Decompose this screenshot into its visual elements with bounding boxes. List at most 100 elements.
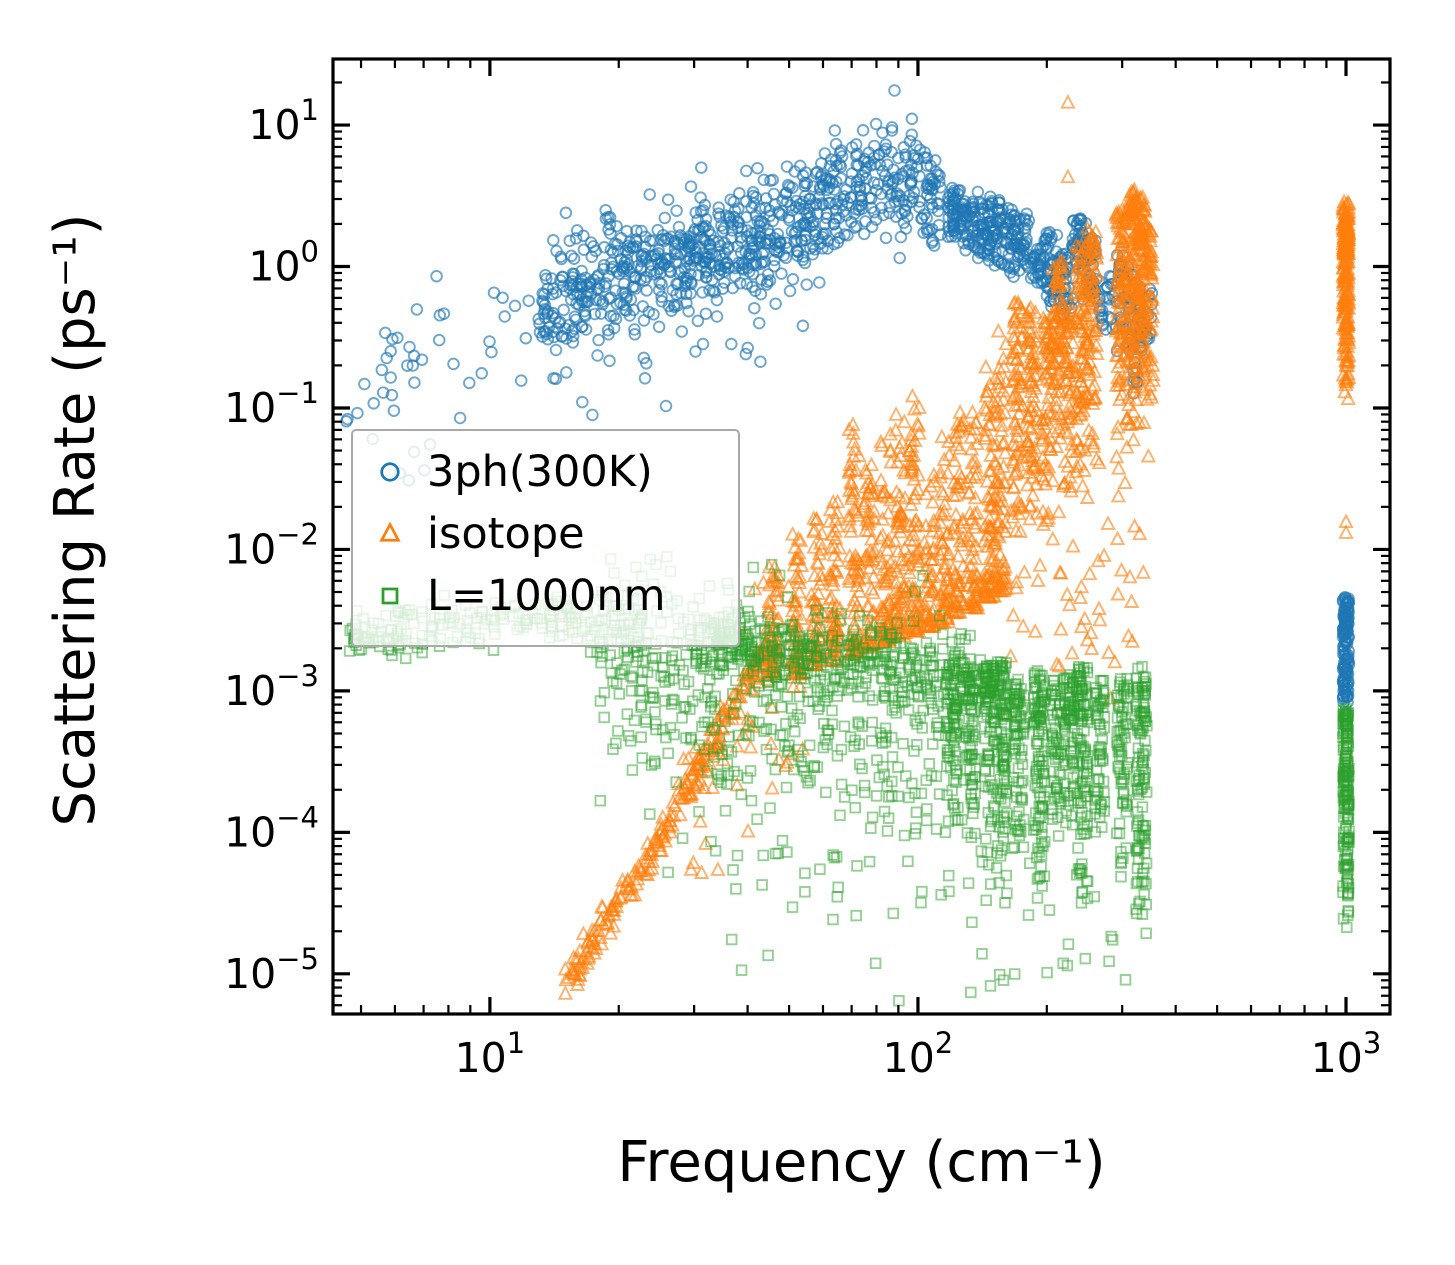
data-point xyxy=(613,688,626,700)
data-point xyxy=(485,345,498,359)
data-point xyxy=(709,845,722,857)
data-point xyxy=(741,341,754,355)
data-point xyxy=(858,779,871,792)
data-point xyxy=(991,323,1006,338)
data-point xyxy=(796,319,810,333)
data-point xyxy=(612,725,624,737)
data-point xyxy=(1030,573,1046,587)
data-point xyxy=(800,278,813,291)
data-point xyxy=(916,885,928,898)
data-point xyxy=(430,269,443,283)
data-point xyxy=(1136,565,1151,579)
data-point xyxy=(870,790,883,802)
data-point xyxy=(670,204,683,217)
data-point xyxy=(866,716,878,729)
data-point xyxy=(920,814,933,827)
data-point xyxy=(658,211,672,225)
data-point xyxy=(1074,579,1089,594)
data-point xyxy=(432,333,446,347)
data-point xyxy=(810,555,825,569)
data-point xyxy=(856,124,870,137)
data-point xyxy=(971,185,985,199)
data-point xyxy=(1028,624,1043,638)
data-point xyxy=(1084,641,1099,656)
data-point xyxy=(626,764,639,776)
data-point xyxy=(547,234,560,247)
data-point xyxy=(498,310,511,323)
data-point xyxy=(567,252,581,265)
data-point xyxy=(849,801,861,814)
data-point xyxy=(776,834,789,847)
data-point xyxy=(834,809,846,822)
data-point xyxy=(780,160,794,173)
data-point xyxy=(893,251,906,265)
data-point xyxy=(798,256,812,270)
data-point xyxy=(560,366,573,379)
data-point xyxy=(905,128,919,141)
data-point xyxy=(908,745,920,757)
data-point xyxy=(508,299,522,313)
data-point xyxy=(603,354,616,368)
data-point xyxy=(662,747,674,760)
data-point xyxy=(777,729,789,741)
data-point xyxy=(563,234,576,248)
data-point xyxy=(719,805,732,817)
data-point xyxy=(483,335,496,348)
data-point xyxy=(1119,440,1134,454)
data-point xyxy=(1124,594,1139,608)
data-point xyxy=(826,704,838,717)
data-point xyxy=(1092,455,1107,470)
data-point xyxy=(644,808,656,820)
data-point xyxy=(607,743,619,755)
data-point xyxy=(1060,587,1075,601)
data-point xyxy=(752,316,766,330)
data-point xyxy=(765,781,780,795)
data-point xyxy=(873,473,889,487)
data-point xyxy=(519,331,533,345)
data-point xyxy=(910,806,923,819)
data-point xyxy=(1110,531,1125,546)
data-point xyxy=(410,303,424,316)
data-point xyxy=(1074,619,1089,634)
data-point xyxy=(1073,590,1088,605)
data-point xyxy=(1080,490,1095,504)
data-point xyxy=(1101,645,1116,659)
data-point xyxy=(851,860,863,872)
data-point xyxy=(549,343,563,357)
data-point xyxy=(881,825,894,837)
data-point xyxy=(351,406,364,420)
data-point xyxy=(858,786,871,799)
data-point xyxy=(399,652,412,665)
data-point xyxy=(640,716,652,728)
data-point xyxy=(565,249,578,263)
data-point xyxy=(846,784,858,796)
data-point xyxy=(1032,558,1048,572)
data-point xyxy=(1101,516,1116,530)
data-point xyxy=(387,404,401,417)
data-point xyxy=(1080,632,1095,647)
data-point xyxy=(643,188,656,201)
data-point xyxy=(691,314,705,328)
data-point xyxy=(710,310,724,323)
data-point xyxy=(978,359,993,374)
data-point xyxy=(1110,586,1126,601)
data-point xyxy=(1111,461,1126,475)
data-point xyxy=(965,405,980,419)
data-point xyxy=(710,862,725,876)
data-point xyxy=(1118,475,1133,490)
data-point xyxy=(696,286,709,299)
data-point xyxy=(879,231,893,245)
data-point xyxy=(1006,608,1021,622)
data-point xyxy=(764,802,776,814)
data-point xyxy=(828,124,842,137)
data-point xyxy=(652,320,666,334)
data-point xyxy=(897,141,911,154)
data-point xyxy=(743,739,758,754)
data-point xyxy=(889,407,904,421)
data-point xyxy=(886,751,899,763)
data-point xyxy=(557,303,570,317)
data-point xyxy=(680,648,692,661)
data-point xyxy=(1060,169,1075,184)
data-point xyxy=(838,791,851,803)
